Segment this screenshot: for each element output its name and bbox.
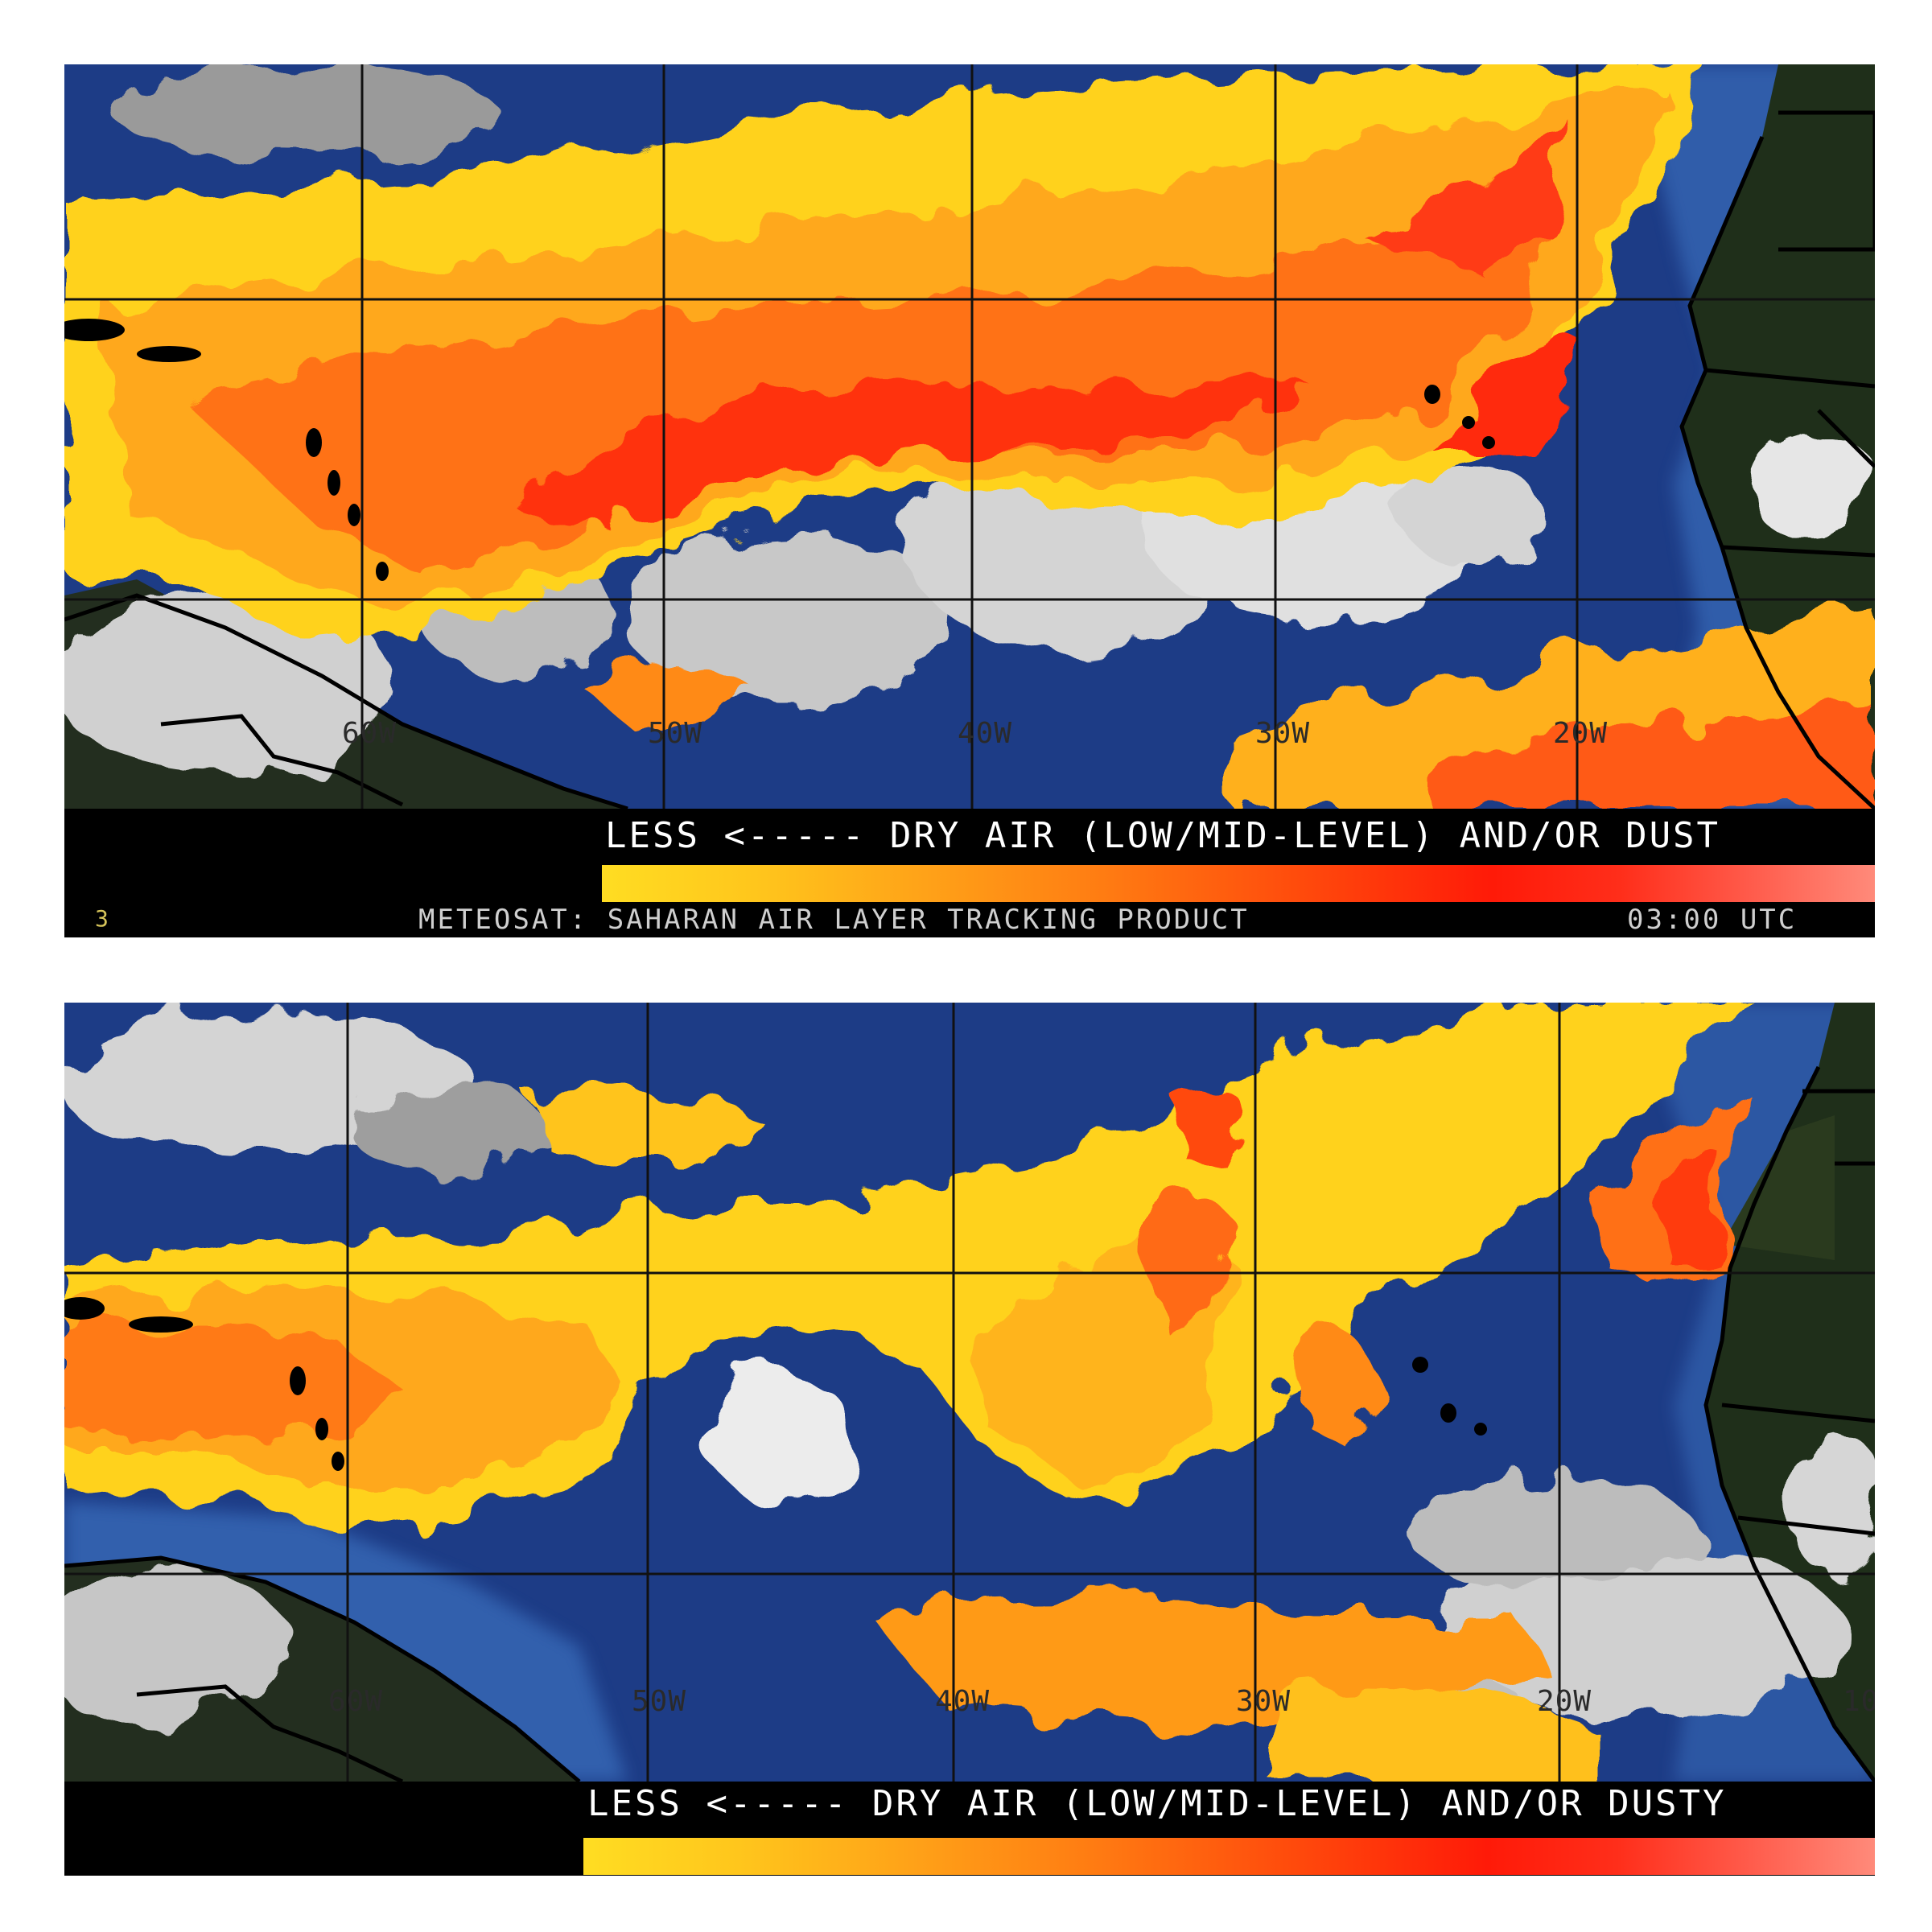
color-scale-bar bbox=[583, 1838, 1875, 1875]
borders bbox=[64, 1065, 1875, 1782]
lon-label-60w: 60W bbox=[342, 717, 397, 750]
lon-label-50w: 50W bbox=[632, 1685, 686, 1718]
product-title: METEOSAT: SAHARAN AIR LAYER TRACKING PRO… bbox=[418, 904, 1250, 936]
satellite-image-bottom: 60W 50W 40W 30W 20W 10 bbox=[64, 1003, 1875, 1782]
dust-layer bbox=[64, 64, 1875, 809]
dust-layer bbox=[64, 1003, 1754, 1782]
map-panel-top: 60W 50W 40W 30W 20W LESS <----- DRY AIR … bbox=[64, 64, 1875, 937]
lon-label-40w: 40W bbox=[958, 717, 1012, 750]
frame-number: 3 bbox=[95, 905, 109, 932]
lat-lon-grid bbox=[64, 1003, 1875, 1782]
lat-lon-grid bbox=[64, 64, 1875, 809]
legend-caption: LESS <----- DRY AIR (LOW/MID-LEVEL) AND/… bbox=[605, 815, 1721, 856]
caribbean-islands bbox=[64, 319, 1495, 581]
lon-label-40w: 40W bbox=[935, 1685, 990, 1718]
map-panel-bottom: 60W 50W 40W 30W 20W 10 LESS <----- DRY A… bbox=[64, 1003, 1875, 1876]
lon-label-50w: 50W bbox=[648, 717, 702, 750]
tropical-storm bbox=[708, 1373, 853, 1502]
caribbean-islands bbox=[64, 1297, 1487, 1471]
color-scale-bar bbox=[602, 865, 1875, 902]
legend-bottom: LESS <----- DRY AIR (LOW/MID-LEVEL) AND/… bbox=[64, 1782, 1875, 1876]
satellite-image-top: 60W 50W 40W 30W 20W bbox=[64, 64, 1875, 809]
lon-label-30w: 30W bbox=[1236, 1685, 1291, 1718]
product-time: 03:00 UTC bbox=[1627, 904, 1798, 936]
lon-label-60w: 60W bbox=[328, 1685, 383, 1718]
lon-label-10w: 10 bbox=[1843, 1685, 1875, 1718]
lon-label-30w: 30W bbox=[1255, 717, 1310, 750]
lon-label-20w: 20W bbox=[1537, 1685, 1592, 1718]
lon-label-20w: 20W bbox=[1553, 717, 1608, 750]
legend-top: LESS <----- DRY AIR (LOW/MID-LEVEL) AND/… bbox=[64, 809, 1875, 937]
clouds bbox=[64, 1011, 1875, 1743]
legend-caption: LESS <----- DRY AIR (LOW/MID-LEVEL) AND/… bbox=[587, 1783, 1727, 1824]
